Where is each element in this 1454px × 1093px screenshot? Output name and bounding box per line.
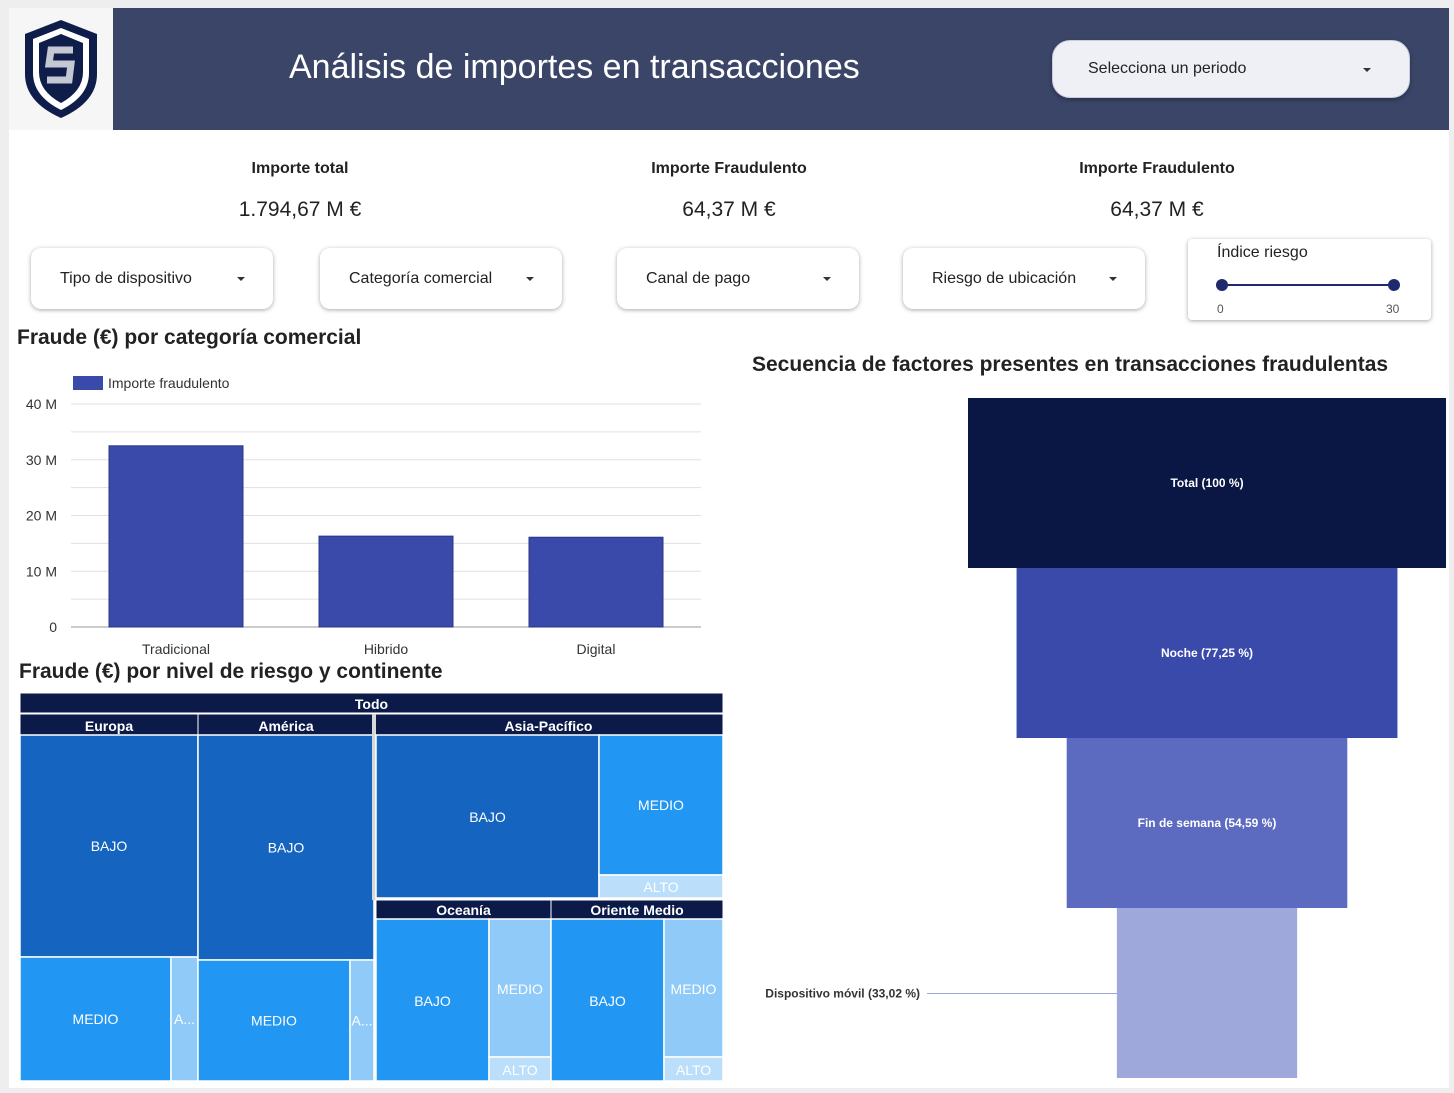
kpi-total: Importe total 1.794,67 M € xyxy=(150,160,450,222)
y-tick-label: 0 xyxy=(49,619,57,635)
kpi-value: 64,37 M € xyxy=(1110,198,1204,221)
treemap-cell xyxy=(349,959,375,1082)
bar-chart: Importe fraudulento 0 10 M 20 M 30 M 40 M Trad… xyxy=(26,375,701,657)
treemap-group-label: Asia-Pacífico xyxy=(505,718,593,734)
chevron-down-icon xyxy=(823,277,831,281)
kpi-fraud: Importe Fraudulento 64,37 M € xyxy=(579,160,879,222)
filter-label: Tipo de dispositivo xyxy=(60,269,192,287)
treemap-cell xyxy=(197,734,375,961)
treemap-cell-label: BAJO xyxy=(414,993,451,1009)
treemap-group-label: Oceanía xyxy=(436,902,491,918)
treemap-cell xyxy=(663,1056,724,1082)
treemap-cell-label: A... xyxy=(351,1013,372,1029)
treemap-cell xyxy=(488,1056,552,1082)
treemap-cell-label: MEDIO xyxy=(73,1011,119,1027)
treemap-group-label: América xyxy=(258,718,313,734)
funnel-stage xyxy=(968,398,1446,568)
treemap-root-label: Todo xyxy=(355,696,388,712)
dashboard: Análisis de importes en transacciones Se… xyxy=(9,8,1449,1088)
legend-label: Importe fraudulento xyxy=(108,375,230,391)
treemap-cell xyxy=(598,874,724,899)
treemap-root xyxy=(19,692,724,714)
filter-label: Riesgo de ubicación xyxy=(932,269,1077,287)
funnel-stage xyxy=(1066,738,1348,908)
kpi-label: Importe Fraudulento xyxy=(651,160,807,177)
treemap-cell-label: MEDIO xyxy=(251,1013,297,1029)
treemap-cell xyxy=(550,918,665,1082)
y-tick-label: 10 M xyxy=(26,563,57,579)
slider-max-label: 30 xyxy=(1386,302,1400,316)
risk-index-slider: Índice riesgo 0 30 xyxy=(1188,239,1431,320)
treemap-cell-label: ALTO xyxy=(643,879,678,895)
funnel-stage-label: Dispositivo móvil (33,02 %) xyxy=(765,987,920,1001)
bar xyxy=(108,445,244,628)
treemap-cell xyxy=(598,734,724,876)
filter-label: Categoría comercial xyxy=(349,269,493,287)
funnel-chart: Total (100 %) Noche (77,25 %) Fin de seman… xyxy=(765,398,1446,1078)
legend-swatch xyxy=(73,376,103,390)
y-tick-label: 40 M xyxy=(26,396,57,412)
treemap-cell-label: BAJO xyxy=(268,840,305,856)
bar-chart-title: Fraude (€) por categoría comercial xyxy=(17,326,362,349)
y-tick-label: 20 M xyxy=(26,508,57,524)
x-tick-label: Tradicional xyxy=(142,641,210,657)
treemap-cell xyxy=(19,734,199,958)
shield-logo-icon xyxy=(25,20,97,118)
kpi-value: 64,37 M € xyxy=(682,198,776,221)
header-bar: Análisis de importes en transacciones Se… xyxy=(9,8,1449,130)
funnel-stage xyxy=(1016,568,1398,738)
treemap-group-label: Oriente Medio xyxy=(590,902,683,918)
logo xyxy=(9,8,113,130)
slider-min-label: 0 xyxy=(1217,302,1224,316)
treemap-chart: Todo Europa BAJO MEDIO A... América BAJO MEDIO A… xyxy=(19,692,724,1082)
bar xyxy=(318,535,454,628)
treemap-cell xyxy=(488,918,552,1058)
treemap-cell-label: A... xyxy=(174,1011,195,1027)
kpi-label: Importe Fraudulento xyxy=(1079,160,1235,177)
period-select-label: Selecciona un periodo xyxy=(1088,60,1247,77)
slider-min-handle[interactable] xyxy=(1216,279,1228,291)
treemap-cell xyxy=(170,956,199,1082)
treemap-cell xyxy=(663,918,724,1058)
device-type-filter[interactable]: Tipo de dispositivo xyxy=(31,248,273,309)
slider-track[interactable] xyxy=(1221,284,1395,286)
treemap-cell xyxy=(375,918,490,1082)
kpi-label: Importe total xyxy=(251,160,349,177)
bar xyxy=(528,536,664,628)
treemap-cell-label: BAJO xyxy=(91,838,128,854)
treemap-cell-label: ALTO xyxy=(676,1062,711,1078)
chevron-down-icon xyxy=(526,277,534,281)
chevron-down-icon xyxy=(1363,68,1371,72)
y-tick-label: 30 M xyxy=(26,452,57,468)
filter-label: Canal de pago xyxy=(646,269,751,287)
chevron-down-icon xyxy=(1109,277,1117,281)
chevron-down-icon xyxy=(237,277,245,281)
commercial-category-filter[interactable]: Categoría comercial xyxy=(320,248,562,309)
period-select[interactable]: Selecciona un periodo xyxy=(1052,40,1410,98)
funnel-stage-label: Fin de semana (54,59 %) xyxy=(1138,816,1277,830)
treemap-cell-label: BAJO xyxy=(469,809,506,825)
treemap-title: Fraude (€) por nivel de riesgo y contine… xyxy=(19,660,443,683)
treemap-cell-label: MEDIO xyxy=(671,981,717,997)
funnel-title: Secuencia de factores presentes en trans… xyxy=(752,353,1389,376)
x-tick-label: Digital xyxy=(577,641,616,657)
treemap-group-label: Europa xyxy=(85,718,133,734)
slider-label: Índice riesgo xyxy=(1217,244,1308,261)
location-risk-filter[interactable]: Riesgo de ubicación xyxy=(903,248,1145,309)
funnel-stage xyxy=(1116,908,1298,1078)
x-tick-label: Hibrido xyxy=(364,641,409,657)
treemap-cell-label: ALTO xyxy=(502,1062,537,1078)
treemap-highlight-border xyxy=(372,714,376,900)
payment-channel-filter[interactable]: Canal de pago xyxy=(617,248,859,309)
treemap-cell-label: MEDIO xyxy=(497,981,543,997)
page-title: Análisis de importes en transacciones xyxy=(289,48,860,86)
slider-max-handle[interactable] xyxy=(1388,279,1400,291)
treemap-cell-label: MEDIO xyxy=(638,797,684,813)
funnel-stage-label: Noche (77,25 %) xyxy=(1161,646,1253,660)
treemap-cell xyxy=(375,734,600,899)
kpi-value: 1.794,67 M € xyxy=(238,198,362,221)
kpi-fraud-2: Importe Fraudulento 64,37 M € xyxy=(1007,160,1307,222)
treemap-cell-label: BAJO xyxy=(589,993,626,1009)
funnel-stage-label: Total (100 %) xyxy=(1170,476,1243,490)
